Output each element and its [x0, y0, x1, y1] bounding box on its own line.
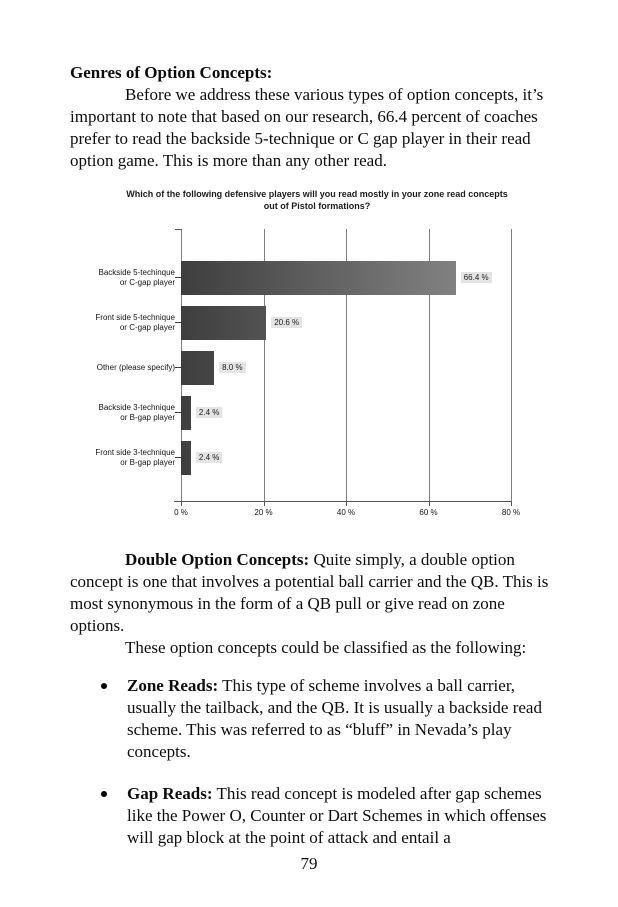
- gridline: [263, 229, 265, 501]
- page-content: Genres of Option Concepts: Before we add…: [70, 63, 558, 849]
- gridline: [511, 229, 512, 501]
- category-cell: Other (please specify): [76, 363, 181, 373]
- category-label: Other (please specify): [96, 362, 175, 372]
- bar: [181, 260, 456, 295]
- category-cell: Backside 3-technique or B-gap player: [76, 403, 181, 423]
- bar-cell: 2.4 %: [181, 440, 512, 475]
- paragraph-body: Quite simply, a double option concept is…: [70, 550, 549, 635]
- category-label: Front side 5-technique or C-gap player: [95, 312, 175, 332]
- bullet-body: This type of scheme involves a ball carr…: [127, 676, 542, 761]
- bullet-item: Gap Reads: This read concept is modeled …: [70, 783, 553, 849]
- chart-x-axis: 0 % 20 % 40 % 60 % 80 %: [174, 501, 520, 523]
- bullet-item: Zone Reads: This type of scheme involves…: [70, 675, 553, 763]
- axis-top-tick: [175, 229, 182, 230]
- bar: [181, 395, 191, 430]
- category-cell: Front side 3-technique or B-gap player: [76, 448, 181, 468]
- category-tick: [175, 412, 181, 413]
- axis-tick-label: 60 %: [419, 508, 438, 517]
- bar: [181, 440, 191, 475]
- bullet-marker: [101, 683, 107, 689]
- axis-tick: [511, 502, 512, 506]
- axis-tick-label: 20 %: [254, 508, 273, 517]
- survey-bar-chart: Which of the following defensive players…: [76, 188, 558, 523]
- page-number: 79: [300, 854, 318, 873]
- bar-cell: 66.4 %: [181, 260, 512, 295]
- gridline: [428, 229, 430, 501]
- bar-row: Other (please specify) 8.0 %: [76, 345, 558, 390]
- bar-row: Front side 5-technique or C-gap player 20.…: [76, 300, 558, 345]
- axis-tick: [346, 502, 347, 506]
- bar-row: Backside 3-technique or B-gap player 2.4 %: [76, 390, 558, 435]
- value-label: 20.6 %: [271, 317, 303, 328]
- value-label: 2.4 %: [195, 407, 223, 418]
- paragraph-double-option: Double Option Concepts: Quite simply, a …: [70, 549, 553, 637]
- value-label: 2.4 %: [195, 452, 223, 463]
- value-label: 8.0 %: [219, 362, 246, 373]
- paragraph-intro: Before we address these various types of…: [70, 85, 544, 170]
- bullet-marker: [101, 791, 107, 797]
- axis-tick: [428, 502, 430, 506]
- bar-cell: 8.0 %: [181, 350, 512, 385]
- category-tick: [175, 367, 181, 368]
- chart-title-line: out of Pistol formations?: [263, 201, 371, 211]
- chart-title-line: Which of the following defensive players…: [126, 189, 508, 199]
- category-label: Backside 5-techinque or C-gap player: [98, 267, 176, 287]
- bar: [181, 350, 215, 385]
- gridline: [346, 229, 347, 501]
- bar-row: Front side 3-technique or B-gap player 2.4…: [76, 435, 558, 480]
- axis-tick-label: 0 %: [174, 508, 188, 517]
- bar-cell: 2.4 %: [181, 395, 512, 430]
- section-heading: Genres of Option Concepts:: [70, 63, 273, 82]
- bar-row: Backside 5-techinque or C-gap player 66.4 …: [76, 255, 558, 300]
- category-tick: [175, 457, 181, 458]
- bullet-lead: Gap Reads:: [127, 784, 213, 803]
- category-label: Front side 3-technique or B-gap player: [95, 447, 175, 467]
- bullet-lead: Zone Reads:: [127, 676, 219, 695]
- bar-cell: 20.6 %: [181, 305, 512, 340]
- category-label: Backside 3-technique or B-gap player: [98, 402, 176, 422]
- bar: [181, 305, 267, 340]
- category-tick: [175, 277, 181, 278]
- axis-tick-label: 40 %: [336, 508, 356, 517]
- category-cell: Backside 5-techinque or C-gap player: [76, 268, 181, 288]
- axis-tick-label: 80 %: [501, 508, 521, 517]
- chart-plot-area: Backside 5-techinque or C-gap player 66.4 …: [76, 229, 558, 501]
- category-tick: [175, 322, 181, 323]
- axis-tick: [263, 502, 265, 506]
- bullet-list: Zone Reads: This type of scheme involves…: [70, 675, 553, 849]
- chart-title: Which of the following defensive players…: [76, 188, 558, 212]
- paragraph-lead: Double Option Concepts:: [125, 550, 310, 569]
- value-label: 66.4 %: [460, 272, 492, 283]
- axis-line: [174, 501, 512, 502]
- bullet-body: This read concept is modeled after gap s…: [127, 784, 547, 847]
- paragraph-classified: These option concepts could be classifie…: [125, 638, 527, 657]
- axis-tick: [181, 502, 182, 506]
- category-cell: Front side 5-technique or C-gap player: [76, 313, 181, 333]
